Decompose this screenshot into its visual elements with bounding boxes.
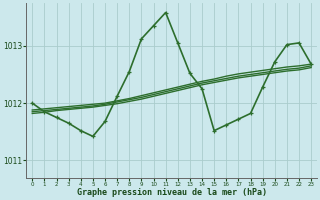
X-axis label: Graphe pression niveau de la mer (hPa): Graphe pression niveau de la mer (hPa) bbox=[77, 188, 267, 197]
